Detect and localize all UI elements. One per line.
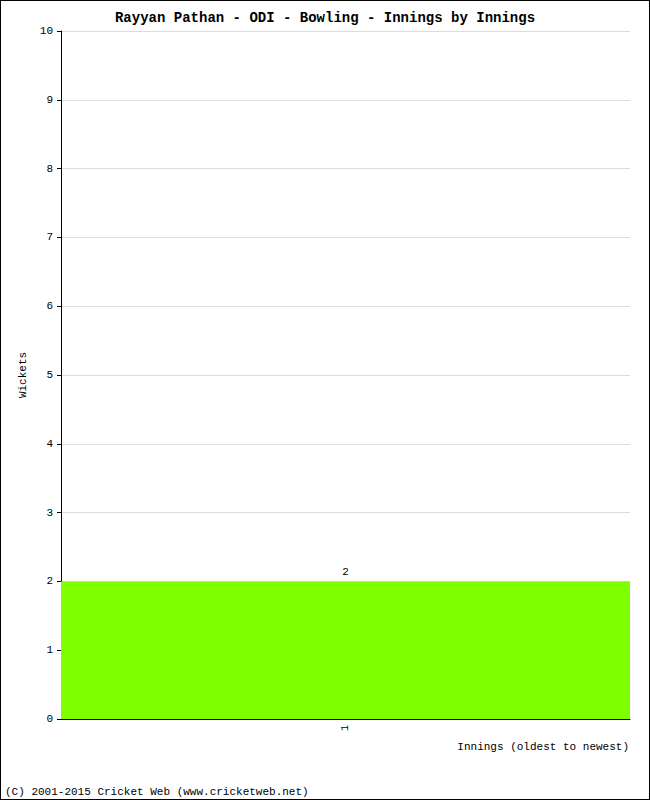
svg-text:1: 1 [46, 644, 53, 656]
svg-text:0: 0 [46, 713, 53, 725]
svg-text:6: 6 [46, 300, 53, 312]
svg-text:3: 3 [46, 507, 53, 519]
svg-text:2: 2 [342, 566, 349, 578]
svg-text:(C) 2001-2015 Cricket Web (www: (C) 2001-2015 Cricket Web (www.cricketwe… [5, 786, 309, 798]
svg-text:1: 1 [340, 725, 351, 731]
svg-text:Innings (oldest to newest): Innings (oldest to newest) [457, 741, 629, 753]
svg-text:2: 2 [46, 575, 53, 587]
svg-text:8: 8 [46, 163, 53, 175]
svg-text:Wickets: Wickets [17, 352, 29, 398]
svg-text:7: 7 [46, 231, 53, 243]
svg-text:Rayyan Pathan - ODI - Bowling: Rayyan Pathan - ODI - Bowling - Innings … [115, 10, 535, 26]
svg-text:5: 5 [46, 369, 53, 381]
svg-text:9: 9 [46, 94, 53, 106]
svg-text:10: 10 [40, 25, 53, 37]
svg-text:4: 4 [46, 438, 53, 450]
